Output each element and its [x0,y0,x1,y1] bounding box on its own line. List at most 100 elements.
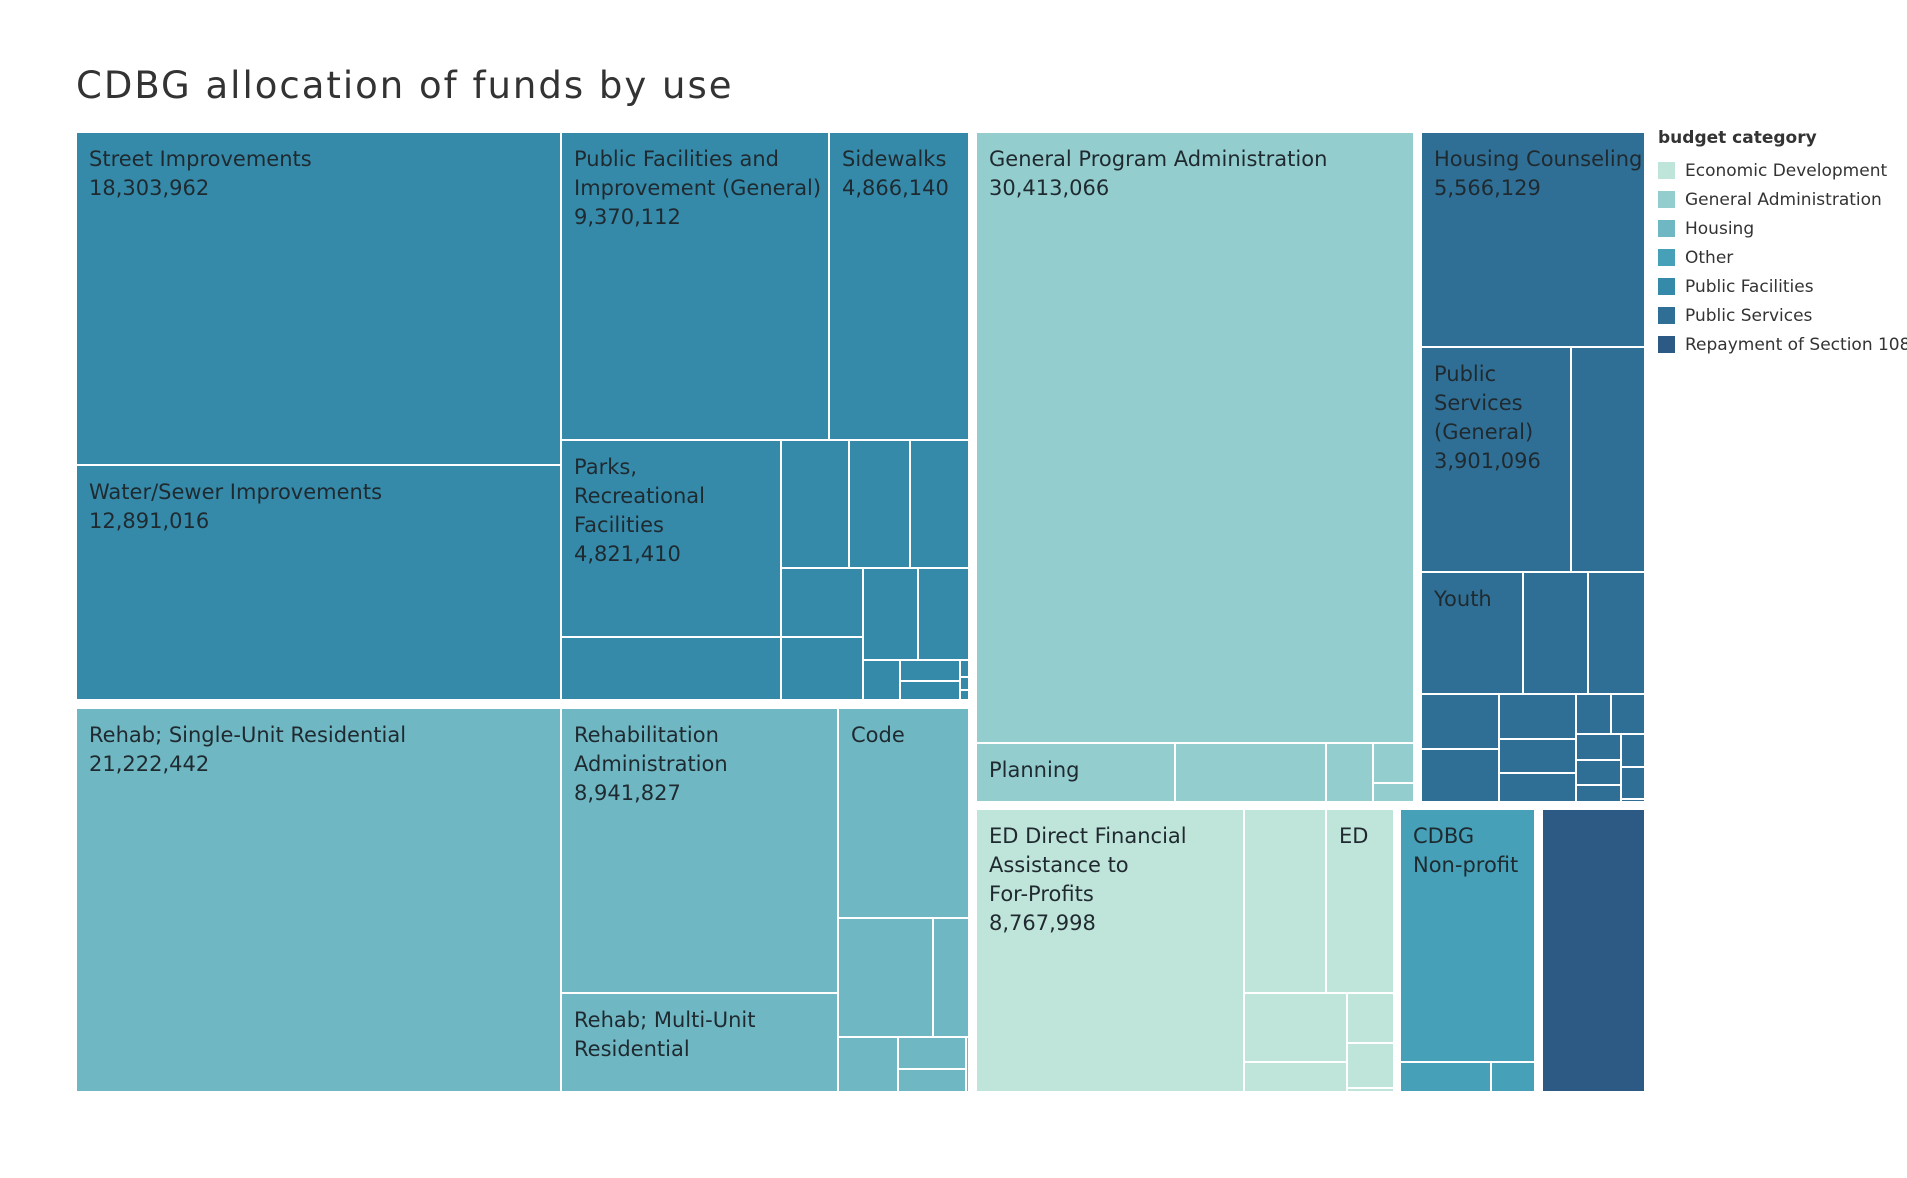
treemap-cell-public-facilities-and-improvement-general[interactable] [560,131,830,441]
treemap-cell-cell-51[interactable] [1498,693,1577,740]
treemap-cell-cell-55[interactable] [1610,693,1646,735]
treemap-cell-cell-9[interactable] [780,567,864,638]
treemap-cell-cell-8[interactable] [909,439,970,569]
legend-item[interactable]: Public Services [1658,301,1907,330]
treemap-cell-cell-47[interactable] [1522,571,1589,695]
treemap-cell-cell-40[interactable] [1346,992,1395,1044]
treemap-cell-cell-58[interactable] [1575,759,1622,786]
treemap-cell-cell-48[interactable] [1587,571,1646,695]
cell-label: Street Improvements [89,147,312,171]
treemap-cell-cell-65[interactable] [1541,808,1646,1093]
treemap-cell-cell-25[interactable] [837,1036,899,1093]
legend: budget category Economic Development Gene… [1658,128,1907,359]
treemap-cell-cell-36[interactable] [1243,808,1327,994]
treemap-cell-cell-53[interactable] [1498,772,1577,803]
treemap-cell-cell-12[interactable] [917,567,970,661]
cell-value-label: 30,413,066 [989,176,1109,200]
treemap-cell-cell-27[interactable] [897,1068,967,1093]
cell-label: Parks, [574,455,637,479]
treemap-cell-cell-23[interactable] [837,917,934,1038]
treemap-cell-cell-6[interactable] [780,439,850,569]
treemap-cell-ed[interactable] [1325,808,1395,994]
cell-label: Housing Counseling [1434,147,1642,171]
treemap-cell-cell-24[interactable] [932,917,970,1038]
legend-swatch [1658,336,1675,353]
legend-label: General Administration [1685,189,1882,210]
treemap-cell-rehab-multi-unit-residential[interactable] [560,992,839,1093]
treemap-cell-cell-31[interactable] [1174,742,1327,803]
treemap-cell-water-sewer-improvements[interactable] [75,464,562,701]
legend-item[interactable]: Other [1658,243,1907,272]
legend-swatch [1658,278,1675,295]
cell-label: General Program Administration [989,147,1327,171]
treemap-cell-cell-60[interactable] [1575,784,1622,803]
treemap-cell-rehabilitation-administration[interactable] [560,707,839,994]
treemap-cell-cell-14[interactable] [899,659,961,682]
treemap-cell-cell-64[interactable] [1490,1061,1536,1093]
legend-swatch [1658,191,1675,208]
treemap-cell-cell-28[interactable] [965,1036,970,1093]
treemap-cell-cell-11[interactable] [862,567,919,661]
treemap-cell-ed-direct-financial-assistance-to-for-profits[interactable] [975,808,1245,1093]
legend-item[interactable]: Repayment of Section 108 [1658,330,1907,359]
treemap-cell-cell-56[interactable] [1575,733,1622,761]
treemap-cell-cell-7[interactable] [848,439,911,569]
cell-value-label: 8,767,998 [989,911,1096,935]
legend-item[interactable]: General Administration [1658,185,1907,214]
treemap-cell-cell-5[interactable] [560,636,782,701]
treemap-cell-cell-33[interactable] [1372,742,1415,784]
cell-label: Sidewalks [842,147,946,171]
treemap-cell-cell-45[interactable] [1570,346,1646,573]
treemap-cell-cell-42[interactable] [1346,1087,1395,1093]
treemap-cell-cdbg-non-profit[interactable] [1399,808,1536,1063]
legend-label: Repayment of Section 108 [1685,334,1907,355]
treemap-cell-street-improvements[interactable] [75,131,562,466]
treemap-cell-general-program-administration[interactable] [975,131,1415,744]
legend-label: Other [1685,247,1734,268]
treemap-cell-cell-41[interactable] [1346,1042,1395,1089]
treemap-cell-youth[interactable] [1420,571,1524,695]
treemap: Street Improvements 18,303,962 Water/Sewer… [75,131,1646,1093]
cell-label: ED [1339,824,1368,848]
treemap-cell-cell-16[interactable] [959,659,970,678]
legend-title: budget category [1658,128,1817,148]
treemap-cell-cell-52[interactable] [1498,738,1577,774]
treemap-cell-cell-17[interactable] [959,676,970,691]
legend-item[interactable]: Housing [1658,214,1907,243]
legend-item[interactable]: Public Facilities [1658,272,1907,301]
cell-value-label: 18,303,962 [89,176,209,200]
treemap-cell-public-services-general[interactable] [1420,346,1572,573]
treemap-cell-cell-61[interactable] [1620,798,1646,803]
treemap-cell-cell-49[interactable] [1420,693,1500,750]
treemap-cell-cell-10[interactable] [780,636,864,701]
legend-swatch [1658,162,1675,179]
legend-item[interactable]: Economic Development [1658,156,1907,185]
treemap-cell-cell-57[interactable] [1620,733,1646,768]
treemap-cell-cell-59[interactable] [1620,766,1646,800]
cell-label: Code [851,723,905,747]
cell-label: Public Facilities and [574,147,779,171]
treemap-cell-rehab-single-unit-residential[interactable] [75,707,562,1093]
cell-value-label: 12,891,016 [89,509,209,533]
treemap-cell-cell-15[interactable] [899,680,961,701]
treemap-cell-cell-26[interactable] [897,1036,967,1070]
treemap-cell-cell-39[interactable] [1243,1061,1348,1093]
treemap-cell-cell-50[interactable] [1420,748,1500,803]
cell-label: Recreational [574,484,705,508]
cell-label: Services [1434,391,1523,415]
cell-label: Residential [574,1037,690,1061]
treemap-cell-planning[interactable] [975,742,1176,803]
treemap-cell-cell-13[interactable] [862,659,901,701]
treemap-cell-cell-38[interactable] [1243,992,1348,1063]
treemap-cell-cell-34[interactable] [1372,782,1415,803]
treemap-cell-cell-54[interactable] [1575,693,1612,735]
legend-label: Public Facilities [1685,276,1814,297]
treemap-cell-code[interactable] [837,707,970,919]
treemap-cell-cell-32[interactable] [1325,742,1374,803]
cell-label: Rehab; Multi-Unit [574,1008,755,1032]
cell-value-label: 9,370,112 [574,205,681,229]
treemap-cell-cell-63[interactable] [1399,1061,1492,1093]
treemap-cell-sidewalks[interactable] [828,131,970,441]
legend-swatch [1658,307,1675,324]
treemap-cell-cell-18[interactable] [959,689,970,701]
